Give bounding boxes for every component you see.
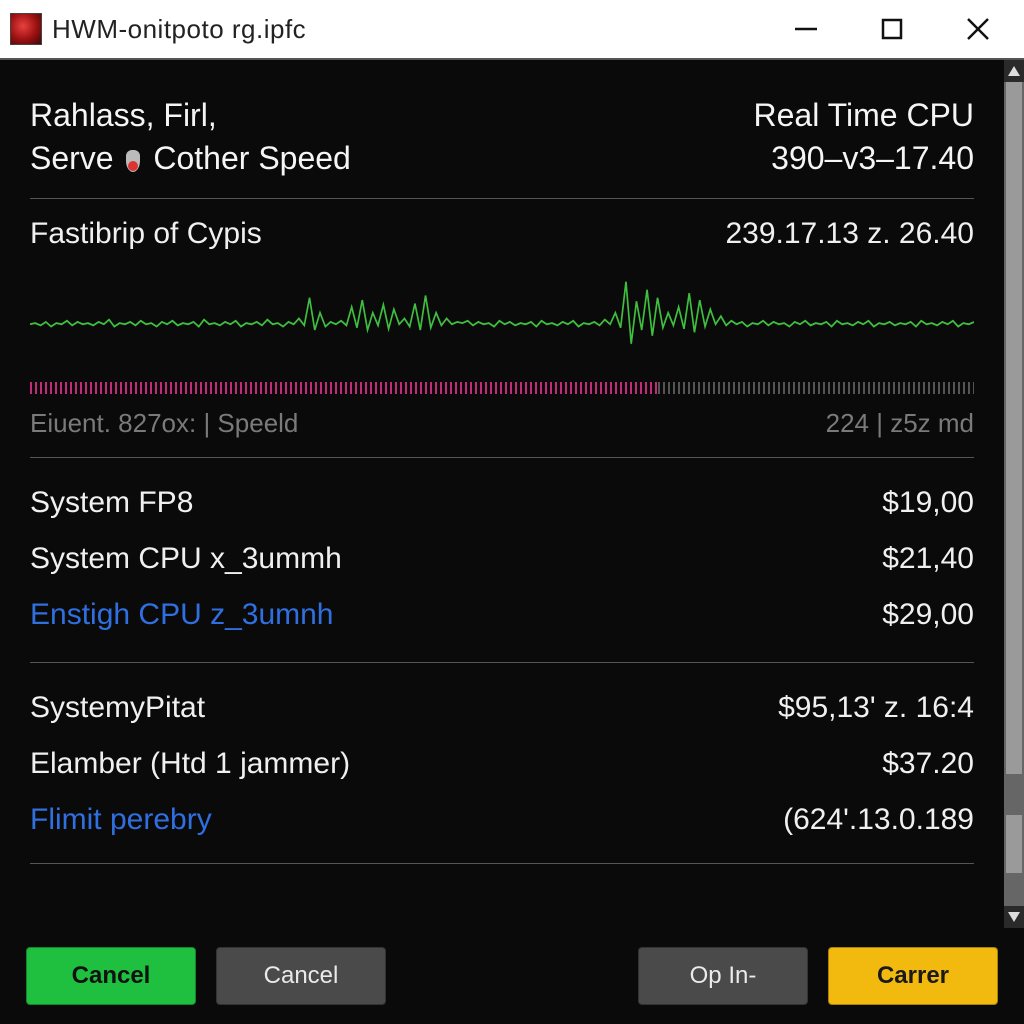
header-right-line1: Real Time CPU bbox=[754, 94, 975, 137]
content-area: Rahlass, Firl, Serve Cother Speed Real T… bbox=[0, 60, 1024, 928]
chart-ticks bbox=[30, 382, 974, 400]
close-button[interactable] bbox=[956, 7, 1000, 51]
divider bbox=[30, 457, 974, 458]
divider bbox=[30, 863, 974, 864]
chart-footer: Eiuent. 827ox: | Speeld 224 | z5z md bbox=[30, 408, 974, 439]
maximize-icon bbox=[880, 17, 904, 41]
titlebar: HWM-onitpoto rg.ipfc bbox=[0, 0, 1024, 60]
metric-label: System CPU x_3ummh bbox=[30, 542, 342, 576]
metric-value: $19,00 bbox=[882, 486, 974, 520]
chart-footer-right: 224 | z5z md bbox=[826, 408, 974, 439]
op-in-button[interactable]: Op In- bbox=[638, 947, 808, 1005]
vertical-scrollbar[interactable] bbox=[1004, 60, 1024, 928]
header-left-line1: Rahlass, Firl, bbox=[30, 94, 351, 137]
chart-title-row: Fastibrip of Cypis 239.17.13 z. 26.40 bbox=[30, 217, 974, 251]
header-left-line2: Serve Cother Speed bbox=[30, 137, 351, 180]
header-left: Rahlass, Firl, Serve Cother Speed bbox=[30, 94, 351, 180]
chart-title-right: 239.17.13 z. 26.40 bbox=[725, 217, 974, 251]
header-right-line2: 390–v3–17.40 bbox=[754, 137, 975, 180]
metric-value: $21,40 bbox=[882, 542, 974, 576]
metric-row: Elamber (Htd 1 jammer) $37.20 bbox=[30, 737, 974, 793]
minimize-icon bbox=[793, 16, 819, 42]
metrics-group-1: System FP8 $19,00 System CPU x_3ummh $21,40… bbox=[30, 476, 974, 644]
metric-row[interactable]: Flimit perebry (624'.13.0.189 bbox=[30, 793, 974, 849]
metric-label: Flimit perebry bbox=[30, 803, 212, 837]
thermometer-icon bbox=[126, 150, 140, 172]
scrollbar-track[interactable] bbox=[1004, 82, 1024, 906]
cpu-chart bbox=[30, 261, 974, 376]
cancel-button-primary[interactable]: Cancel bbox=[26, 947, 196, 1005]
app-icon bbox=[10, 13, 42, 45]
metric-row: System CPU x_3ummh $21,40 bbox=[30, 532, 974, 588]
chart-ticks-inactive bbox=[658, 382, 974, 394]
header-right: Real Time CPU 390–v3–17.40 bbox=[754, 94, 975, 180]
chart-footer-left: Eiuent. 827ox: | Speeld bbox=[30, 408, 298, 439]
metrics-group-2: SystemyPitat $95,13' z. 16:4 Elamber (Htd … bbox=[30, 681, 974, 849]
header-row: Rahlass, Firl, Serve Cother Speed Real T… bbox=[30, 94, 974, 180]
maximize-button[interactable] bbox=[870, 7, 914, 51]
scroll-area: Rahlass, Firl, Serve Cother Speed Real T… bbox=[0, 60, 1004, 928]
metric-label: Elamber (Htd 1 jammer) bbox=[30, 747, 350, 781]
scroll-down-arrow[interactable] bbox=[1004, 906, 1024, 928]
metric-value: (624'.13.0.189 bbox=[783, 803, 974, 837]
metric-value: $95,13' z. 16:4 bbox=[778, 691, 974, 725]
window-controls bbox=[784, 7, 1000, 51]
chart-title-left: Fastibrip of Cypis bbox=[30, 217, 262, 251]
divider bbox=[30, 198, 974, 199]
metric-row: SystemyPitat $95,13' z. 16:4 bbox=[30, 681, 974, 737]
close-icon bbox=[965, 16, 991, 42]
button-bar: Cancel Cancel Op In- Carrer bbox=[0, 928, 1024, 1024]
divider bbox=[30, 662, 974, 663]
metric-row: System FP8 $19,00 bbox=[30, 476, 974, 532]
metric-label: Enstigh CPU z_3umnh bbox=[30, 598, 334, 632]
metric-value: $29,00 bbox=[882, 598, 974, 632]
chart-ticks-active bbox=[30, 382, 658, 394]
scroll-up-arrow[interactable] bbox=[1004, 60, 1024, 82]
scrollbar-thumb[interactable] bbox=[1006, 82, 1022, 774]
metric-row[interactable]: Enstigh CPU z_3umnh $29,00 bbox=[30, 588, 974, 644]
scrollbar-thumb[interactable] bbox=[1006, 815, 1022, 873]
metric-label: SystemyPitat bbox=[30, 691, 205, 725]
minimize-button[interactable] bbox=[784, 7, 828, 51]
window-title: HWM-onitpoto rg.ipfc bbox=[52, 14, 784, 45]
metric-label: System FP8 bbox=[30, 486, 193, 520]
cancel-button-secondary[interactable]: Cancel bbox=[216, 947, 386, 1005]
carrer-button[interactable]: Carrer bbox=[828, 947, 998, 1005]
metric-value: $37.20 bbox=[882, 747, 974, 781]
